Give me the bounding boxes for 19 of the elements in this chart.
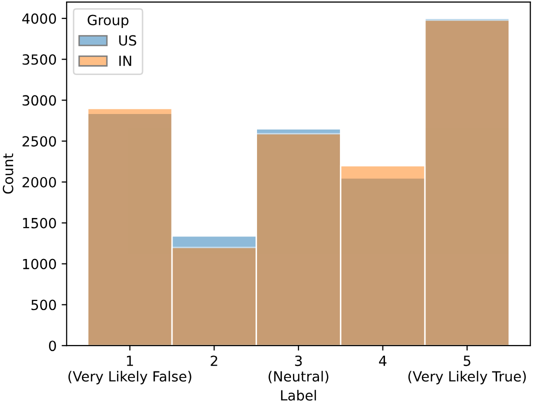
y-tick-label: 3000 xyxy=(22,95,56,106)
x-tick-label: 2 xyxy=(210,356,218,366)
y-tick-label: 500 xyxy=(31,300,56,310)
y-tick-label: 1500 xyxy=(23,218,56,228)
legend-label: IN xyxy=(119,56,132,66)
legend-title: Group xyxy=(88,14,128,28)
x-tick-label: 1 (Very Likely False) xyxy=(68,356,192,384)
legend-label: US xyxy=(119,35,136,46)
y-tick-label: 1000 xyxy=(23,258,56,270)
y-tick-label: 2500 xyxy=(22,136,56,147)
y-tick-label: 2000 xyxy=(22,176,56,188)
x-tick-label: 4 xyxy=(379,356,386,366)
y-axis-title: Count xyxy=(2,154,14,194)
x-tick-label: 3 (Neutral) xyxy=(268,356,328,384)
y-tick-label: 0 xyxy=(48,340,56,352)
x-axis-title: Label xyxy=(281,390,316,401)
y-tick-label: 4000 xyxy=(22,13,56,24)
x-tick-label: 5 (Very Likely True) xyxy=(408,356,526,384)
y-tick-label: 3500 xyxy=(22,54,56,65)
